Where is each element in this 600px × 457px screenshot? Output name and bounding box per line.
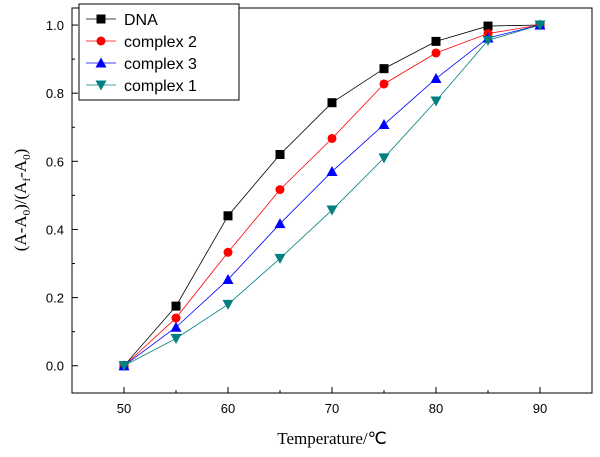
y-tick-label: 1.0: [46, 18, 64, 33]
data-point: [327, 133, 337, 143]
data-point: [223, 211, 233, 221]
data-point: [430, 96, 442, 107]
data-point: [118, 361, 130, 372]
data-point: [378, 153, 390, 164]
data-point: [483, 21, 493, 31]
y-tick-label: 0.8: [46, 86, 64, 101]
legend-label: complex 3: [124, 56, 197, 73]
x-tick-label: 70: [325, 401, 339, 416]
legend-item: complex 3: [86, 56, 197, 73]
legend-label: complex 2: [124, 34, 197, 51]
legend-marker: [96, 36, 106, 46]
x-tick-label: 60: [221, 401, 235, 416]
legend-item: complex 1: [86, 78, 197, 95]
data-point: [275, 150, 285, 160]
data-point: [327, 98, 337, 108]
legend-label: complex 1: [124, 78, 197, 95]
data-point: [275, 185, 285, 195]
series-complex-1: [118, 20, 546, 372]
data-point: [171, 301, 181, 311]
y-tick-label: 0.2: [46, 291, 64, 306]
y-axis-title: (A-A0)/(Af-A0): [11, 149, 33, 252]
data-point: [431, 48, 441, 58]
data-point: [170, 321, 182, 332]
x-axis-title: Temperature/℃: [277, 429, 386, 448]
data-point: [430, 73, 442, 84]
x-tick-label: 90: [533, 401, 547, 416]
legend-box: [78, 3, 240, 101]
x-tick-label: 80: [429, 401, 443, 416]
data-point: [326, 166, 338, 177]
series-layer: [118, 19, 546, 372]
data-point: [274, 253, 286, 264]
x-tick-label: 50: [117, 401, 131, 416]
data-point: [378, 119, 390, 130]
legend-item: DNA: [86, 12, 158, 29]
data-point: [379, 64, 389, 74]
data-point: [222, 274, 234, 285]
legend-item: complex 2: [86, 34, 197, 51]
data-point: [170, 333, 182, 344]
data-point: [171, 313, 181, 323]
data-point: [534, 20, 546, 31]
axis-ticks: 50 60 70 80 90 0.0 0.2 0.4 0.6 0.8 1.0: [46, 18, 593, 416]
data-point: [222, 299, 234, 310]
data-point: [223, 247, 233, 257]
data-point: [274, 218, 286, 229]
legend-label: DNA: [124, 12, 158, 29]
data-point: [326, 205, 338, 216]
y-tick-label: 0.4: [46, 222, 64, 237]
data-point: [482, 35, 494, 46]
data-point: [431, 36, 441, 46]
legend-marker: [96, 14, 106, 24]
legend: DNA complex 2 complex 3 complex 1: [78, 3, 240, 101]
legend-marker: [95, 80, 107, 91]
y-tick-label: 0.0: [46, 359, 64, 374]
y-tick-label: 0.6: [46, 154, 64, 169]
data-point: [379, 79, 389, 89]
legend-marker: [95, 57, 107, 68]
